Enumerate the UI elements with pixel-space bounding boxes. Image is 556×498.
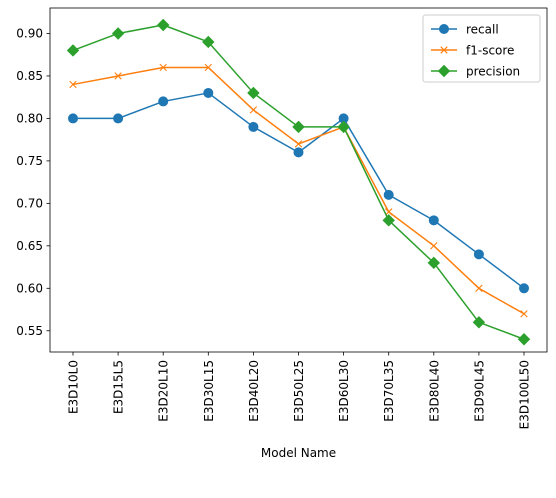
data-point-f1-score [475,284,483,292]
data-point-precision [247,86,260,100]
series-precision [66,18,531,346]
data-point-f1-score-stroke-b [69,80,77,89]
data-point-f1-score-stroke-b [475,284,483,292]
data-point-f1-score [430,242,438,250]
legend-entry-f1-score: f1-score [431,43,514,57]
x-tick-label: E3D10L0 [67,360,81,414]
data-point-recall [113,113,124,124]
legend-entry-recall: recall [431,22,499,36]
data-point-precision [382,214,395,227]
series-layer [66,18,531,346]
x-axis-ticks: E3D10L0 E3D15L5 E3D20L10 E3D30L15 E3D40L20 E3… [67,352,532,429]
y-axis-ticks: 0.55 0.60 0.65 0.70 0.75 0.80 0.85 0.90 [16,27,50,338]
x-tick-label: E3D80L40 [427,360,441,422]
series-recall [68,87,529,294]
data-point-f1-score [249,106,258,114]
x-tick-label: E3D20L10 [157,360,171,422]
data-point-recall [248,121,259,132]
y-tick-label: 0.65 [16,239,43,253]
data-point-f1-score [114,72,122,80]
data-point-f1-score [385,208,393,216]
data-point-precision [337,120,350,134]
legend-box [422,14,541,83]
x-tick-label: E3D90L45 [472,360,486,422]
legend-entry-precision: precision [431,64,520,78]
legend: recall f1-score precision [422,14,541,83]
x-tick-label: E3D60L30 [337,360,351,422]
x-tick-label: E3D30L15 [202,360,216,422]
data-point-f1-score-stroke-b [159,63,167,72]
data-point-precision [202,35,215,49]
y-tick-label: 0.60 [16,281,43,295]
data-point-f1-score [294,140,303,148]
y-tick-label: 0.80 [16,112,43,126]
data-point-recall [158,96,169,107]
data-point-recall [519,283,529,294]
legend-marker [439,24,449,34]
data-point-f1-score-stroke-b [430,242,438,250]
data-point-precision [517,333,531,346]
x-tick-label: E3D100L50 [518,360,532,429]
y-tick-label: 0.75 [16,154,43,168]
data-point-recall [383,189,394,200]
x-tick-label: E3D50L25 [292,360,306,422]
data-point-precision [111,27,125,40]
y-tick-label: 0.85 [16,69,43,83]
data-point-recall [203,87,214,98]
data-point-f1-score-stroke-b [385,208,393,216]
legend-marker [437,64,451,78]
data-point-recall [473,249,484,260]
data-point-recall [428,215,439,226]
data-point-precision [156,18,170,32]
y-tick-label: 0.55 [16,324,43,338]
data-point-f1-score-stroke-b [520,310,528,318]
y-tick-label: 0.90 [16,27,43,41]
x-tick-label: E3D40L20 [247,360,261,422]
data-point-f1-score-stroke-b [204,63,212,72]
data-point-f1-score-stroke-b [249,106,258,114]
data-point-precision [472,316,486,329]
data-point-f1-score [159,63,167,72]
legend-label: recall [466,22,499,36]
data-point-precision [292,120,305,134]
data-point-recall [293,147,304,158]
x-tick-label: E3D15L5 [112,360,126,414]
legend-marker [440,46,448,54]
legend-label: precision [466,64,520,78]
data-point-recall [68,113,78,124]
data-point-f1-score-stroke-b [114,72,122,80]
x-axis-label: Model Name [261,446,336,460]
data-point-f1-score [520,310,528,318]
data-point-f1-score [69,80,77,89]
legend-marker-stroke-b [440,46,448,54]
y-tick-label: 0.70 [16,197,43,211]
legend-label: f1-score [466,43,514,57]
data-point-f1-score-stroke-b [294,140,303,148]
data-point-f1-score [204,63,212,72]
data-point-precision [66,44,80,57]
data-point-precision [427,256,441,270]
x-tick-label: E3D70L35 [382,360,396,422]
